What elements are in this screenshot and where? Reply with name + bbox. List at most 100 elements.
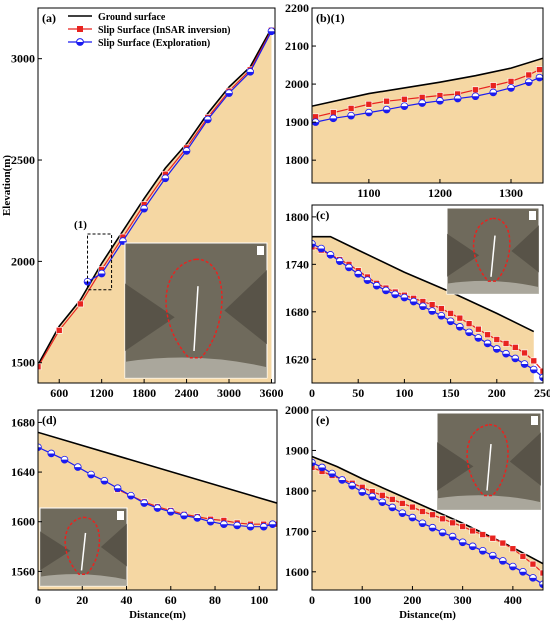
exploration-slip-line [87, 31, 272, 283]
exploration-point-fill [378, 502, 386, 506]
exploration-point-fill [247, 526, 254, 531]
y-tick-label: 1600 [285, 565, 309, 579]
exploration-point-fill [312, 122, 319, 126]
exploration-point-fill [358, 492, 366, 496]
exploration-point-fill [161, 178, 169, 182]
exploration-point-fill [354, 273, 362, 278]
insar-point [539, 569, 543, 577]
exploration-point-fill [317, 248, 325, 252]
exploration-point-fill [180, 515, 188, 519]
legend: Ground surface Slip Surface (InSAR invers… [68, 12, 231, 49]
plot-frame [37, 409, 278, 591]
exploration-point-fill [525, 82, 533, 86]
y-tick-label: 2500 [11, 153, 35, 167]
insar-point [525, 71, 533, 79]
insar-point [539, 367, 543, 375]
x-tick-label: 300 [454, 593, 472, 607]
plot-frame [311, 7, 544, 184]
legend-item-insar: Slip Surface (InSAR inversion) [98, 25, 231, 36]
profile-line [490, 235, 496, 277]
exploration-point-fill [509, 566, 517, 570]
insar-point [519, 553, 527, 560]
insar-point [469, 527, 476, 535]
exploration-point-fill [87, 474, 95, 478]
y-tick-label: 1680 [11, 415, 35, 429]
insar-point [419, 508, 426, 515]
exploration-point-fill [268, 31, 275, 35]
insar-point [389, 496, 396, 503]
x-tick-label: 80 [209, 593, 221, 607]
y-tick-label: 1700 [285, 524, 309, 538]
insar-point [399, 500, 406, 507]
x-tick-label: 100 [353, 593, 371, 607]
x-tick-label: 1300 [499, 186, 523, 200]
panel-label: (d) [42, 413, 57, 427]
insar-point [489, 534, 497, 542]
panel-label: (e) [316, 413, 329, 427]
panel-label: (a) [42, 11, 56, 25]
exploration-point-fill [74, 467, 82, 471]
exploration-point-fill [428, 311, 436, 315]
exploration-point-fill [502, 353, 510, 358]
exploration-point-fill [388, 507, 396, 511]
insar-point [401, 96, 408, 103]
y-tick-label: 2000 [285, 403, 309, 417]
x-tick-label: 1800 [132, 386, 156, 400]
insar-point [536, 66, 543, 73]
x-tick-label: 2400 [175, 386, 199, 400]
exploration-point-fill [436, 100, 444, 105]
insar-point [55, 326, 63, 334]
exploration-point-fill [347, 115, 355, 120]
inset-ridge [511, 225, 539, 273]
exploration-point-fill [140, 208, 148, 213]
y-tick-label: 3000 [11, 52, 35, 66]
landslide-boundary [466, 423, 509, 497]
y-tick-label: 1800 [285, 484, 309, 498]
exploration-point-fill [469, 546, 477, 550]
x-tick-label: 0 [309, 386, 315, 400]
y-tick-label: 1900 [285, 443, 309, 457]
y-tick-label: 2000 [11, 254, 35, 268]
exploration-point-fill [329, 118, 337, 122]
exploration-point-fill [465, 332, 473, 336]
exploration-point-fill [401, 106, 408, 110]
insar-point [38, 363, 42, 371]
insar-point [530, 357, 538, 365]
exploration-point-fill [373, 285, 381, 290]
exploration-point-fill [511, 358, 519, 362]
exploration-point-fill [38, 447, 42, 451]
insar-point [439, 515, 446, 523]
ground-surface-line [312, 57, 543, 107]
exploration-point-fill [154, 508, 161, 512]
y-tick-label: 1560 [11, 564, 35, 578]
insar-point [465, 320, 473, 327]
exploration-point-fill [167, 511, 175, 516]
satellite-inset [446, 207, 540, 295]
plot-area [312, 455, 543, 590]
y-axis-label: Elevation(m) [1, 155, 13, 216]
inset-ridge [40, 531, 71, 571]
insar-point [499, 539, 507, 547]
panel-b: 1100 1200 1300 1800 1900 2000 2100 2200 (b)(1) [285, 1, 544, 200]
exploration-point-fill [368, 496, 376, 500]
exploration-point-fill [539, 584, 543, 588]
exploration-point-fill [260, 526, 268, 531]
exploration-point-fill [114, 488, 122, 492]
profile-line [193, 286, 199, 352]
insar-point [77, 300, 84, 308]
insar-point [529, 560, 537, 568]
y-tick-label: 1900 [285, 115, 309, 129]
y-tick-label: 1620 [285, 352, 309, 366]
insar-point [521, 349, 528, 357]
north-arrow-icon [117, 511, 124, 520]
inset-ridge [125, 283, 175, 351]
exploration-point-fill [419, 306, 427, 310]
ground-surface-line [312, 235, 535, 333]
exploration-point-fill [419, 523, 426, 527]
exploration-point-fill [499, 560, 507, 565]
inset-ridge [224, 270, 267, 345]
plot-frame [311, 409, 544, 591]
exploration-point-fill [383, 109, 391, 113]
insar-point [438, 305, 445, 312]
exploration-point-fill [204, 119, 212, 123]
